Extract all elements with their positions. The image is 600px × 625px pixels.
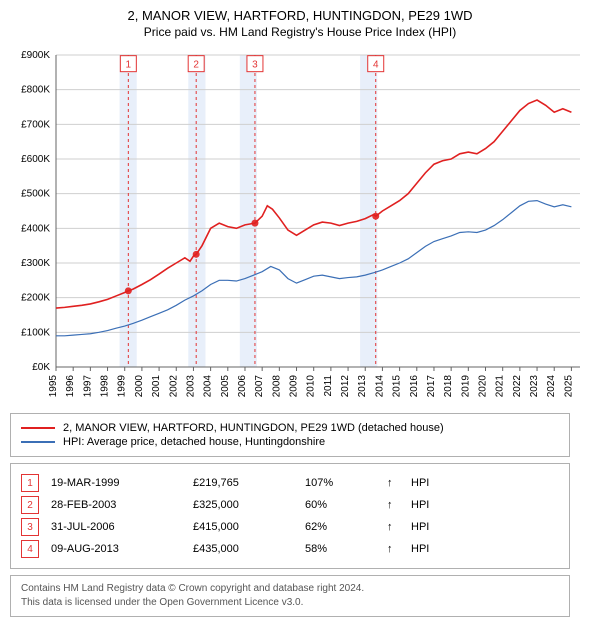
svg-text:2001: 2001 — [151, 375, 162, 398]
svg-text:£0K: £0K — [32, 362, 50, 373]
legend-swatch — [21, 427, 55, 429]
sale-row: 3 31-JUL-2006 £415,000 62% ↑ HPI — [21, 518, 559, 536]
svg-text:2013: 2013 — [357, 375, 368, 398]
chart-card: 2, MANOR VIEW, HARTFORD, HUNTINGDON, PE2… — [0, 0, 600, 625]
svg-text:1996: 1996 — [65, 375, 76, 398]
svg-text:2012: 2012 — [340, 375, 351, 398]
legend-label: HPI: Average price, detached house, Hunt… — [63, 436, 325, 448]
svg-text:2022: 2022 — [512, 375, 523, 398]
svg-text:3: 3 — [252, 60, 258, 71]
svg-text:£200K: £200K — [21, 293, 50, 304]
chart-title: 2, MANOR VIEW, HARTFORD, HUNTINGDON, PE2… — [10, 8, 590, 23]
svg-text:2009: 2009 — [289, 375, 300, 398]
sale-marker: 1 — [21, 474, 39, 492]
svg-text:2020: 2020 — [478, 375, 489, 398]
sale-date: 31-JUL-2006 — [51, 521, 181, 533]
svg-text:2005: 2005 — [220, 375, 231, 398]
svg-text:2024: 2024 — [546, 375, 557, 398]
sale-hpi-label: HPI — [411, 521, 441, 533]
sales-table: 1 19-MAR-1999 £219,765 107% ↑ HPI 2 28-FEB-2003… — [10, 463, 570, 569]
svg-text:£600K: £600K — [21, 154, 50, 165]
svg-text:2016: 2016 — [409, 375, 420, 398]
svg-text:2007: 2007 — [254, 375, 265, 398]
sale-price: £435,000 — [193, 543, 293, 555]
sale-marker: 3 — [21, 518, 39, 536]
svg-text:2003: 2003 — [185, 375, 196, 398]
svg-text:£900K: £900K — [21, 50, 50, 61]
arrow-up-icon: ↑ — [387, 499, 399, 511]
legend-item: HPI: Average price, detached house, Hunt… — [21, 436, 559, 448]
line-chart: £0K £100K £200K £300K £400K £500K £600K £700K £8… — [10, 45, 590, 405]
svg-text:£700K: £700K — [21, 119, 50, 130]
chart-svg: £0K £100K £200K £300K £400K £500K £600K £700K £8… — [10, 45, 590, 405]
footnote-line: Contains HM Land Registry data © Crown c… — [21, 582, 559, 596]
svg-text:2008: 2008 — [271, 375, 282, 398]
sale-date: 28-FEB-2003 — [51, 499, 181, 511]
sale-row: 4 09-AUG-2013 £435,000 58% ↑ HPI — [21, 540, 559, 558]
sale-price: £219,765 — [193, 477, 293, 489]
svg-text:1: 1 — [126, 60, 132, 71]
svg-text:2006: 2006 — [237, 375, 248, 398]
svg-text:2000: 2000 — [134, 375, 145, 398]
sale-price: £325,000 — [193, 499, 293, 511]
sale-marker: 2 — [21, 496, 39, 514]
chart-subtitle: Price paid vs. HM Land Registry's House … — [10, 25, 590, 39]
sale-row: 2 28-FEB-2003 £325,000 60% ↑ HPI — [21, 496, 559, 514]
footnote-box: Contains HM Land Registry data © Crown c… — [10, 575, 570, 617]
sale-date: 09-AUG-2013 — [51, 543, 181, 555]
svg-text:£300K: £300K — [21, 258, 50, 269]
sale-pct: 62% — [305, 521, 375, 533]
sale-hpi-label: HPI — [411, 477, 441, 489]
legend-label: 2, MANOR VIEW, HARTFORD, HUNTINGDON, PE2… — [63, 422, 444, 434]
svg-text:£400K: £400K — [21, 223, 50, 234]
svg-text:1998: 1998 — [100, 375, 111, 398]
sale-marker: 4 — [21, 540, 39, 558]
svg-text:£800K: £800K — [21, 85, 50, 96]
svg-text:4: 4 — [373, 60, 379, 71]
sale-hpi-label: HPI — [411, 543, 441, 555]
svg-text:2014: 2014 — [374, 375, 385, 398]
svg-text:£500K: £500K — [21, 189, 50, 200]
sale-pct: 107% — [305, 477, 375, 489]
footnote-line: This data is licensed under the Open Gov… — [21, 596, 559, 610]
sale-pct: 58% — [305, 543, 375, 555]
svg-text:2: 2 — [193, 60, 199, 71]
sale-hpi-label: HPI — [411, 499, 441, 511]
sale-row: 1 19-MAR-1999 £219,765 107% ↑ HPI — [21, 474, 559, 492]
legend-box: 2, MANOR VIEW, HARTFORD, HUNTINGDON, PE2… — [10, 413, 570, 457]
svg-text:2017: 2017 — [426, 375, 437, 398]
svg-text:£100K: £100K — [21, 327, 50, 338]
sale-price: £415,000 — [193, 521, 293, 533]
svg-text:2018: 2018 — [443, 375, 454, 398]
arrow-up-icon: ↑ — [387, 543, 399, 555]
arrow-up-icon: ↑ — [387, 477, 399, 489]
svg-text:2021: 2021 — [495, 375, 506, 398]
svg-text:1999: 1999 — [117, 375, 128, 398]
svg-text:2015: 2015 — [392, 375, 403, 398]
svg-text:2019: 2019 — [460, 375, 471, 398]
svg-text:2011: 2011 — [323, 375, 334, 397]
svg-text:1995: 1995 — [48, 375, 59, 398]
legend-item: 2, MANOR VIEW, HARTFORD, HUNTINGDON, PE2… — [21, 422, 559, 434]
svg-text:2025: 2025 — [563, 375, 574, 398]
svg-text:1997: 1997 — [82, 375, 93, 398]
svg-text:2010: 2010 — [306, 375, 317, 398]
sale-pct: 60% — [305, 499, 375, 511]
svg-text:2002: 2002 — [168, 375, 179, 398]
legend-swatch — [21, 441, 55, 443]
arrow-up-icon: ↑ — [387, 521, 399, 533]
svg-text:2023: 2023 — [529, 375, 540, 398]
sale-date: 19-MAR-1999 — [51, 477, 181, 489]
svg-text:2004: 2004 — [203, 375, 214, 398]
